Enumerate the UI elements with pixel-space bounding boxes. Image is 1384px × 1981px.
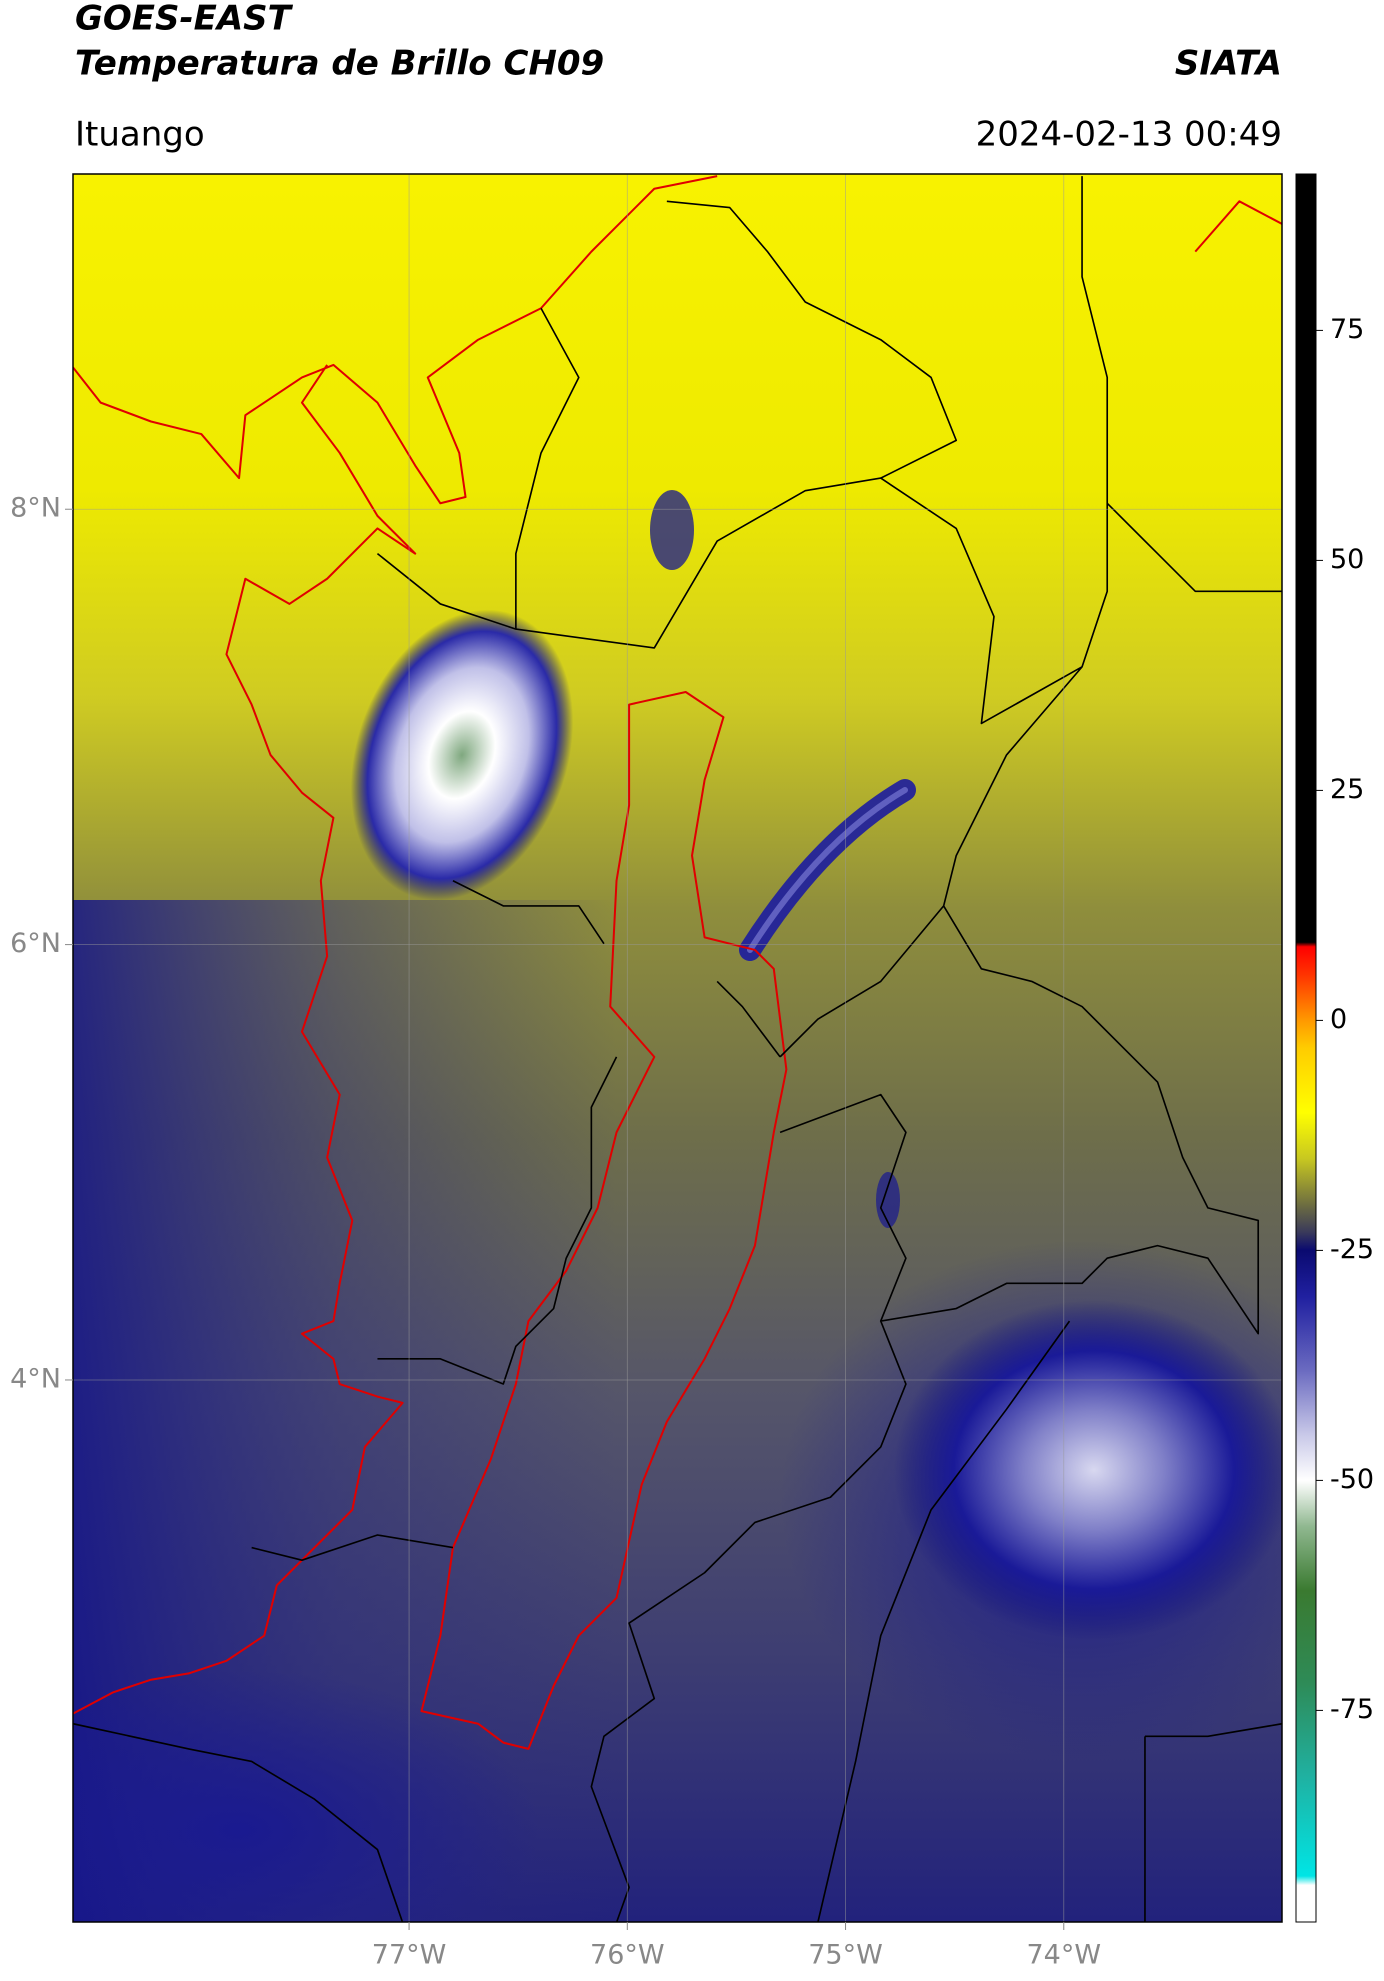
lat-tick-label: 8°N bbox=[10, 493, 61, 524]
colorbar-tick-label: 25 bbox=[1330, 774, 1364, 805]
department-border bbox=[420, 691, 788, 1750]
lon-tick-label: 74°W bbox=[1026, 1940, 1101, 1971]
map-frame bbox=[72, 173, 1283, 1923]
datetime: 2024-02-13 00:49 bbox=[976, 115, 1282, 155]
colorbar-tick-label: 75 bbox=[1330, 314, 1364, 345]
storm-cloud bbox=[894, 1300, 1282, 1640]
graticule bbox=[73, 174, 1282, 1922]
colorbar bbox=[1295, 173, 1317, 1923]
lat-tick-label: 6°N bbox=[10, 928, 61, 959]
cloud-area bbox=[73, 1670, 540, 1922]
cloud-area bbox=[876, 1172, 900, 1228]
lon-tick-label: 77°W bbox=[372, 1940, 447, 1971]
colorbar-tick-label: 50 bbox=[1330, 544, 1364, 575]
coastline bbox=[73, 175, 1282, 1715]
cloud-streak bbox=[747, 787, 908, 953]
cloud-area bbox=[650, 490, 694, 570]
colorbar-tick-label: 0 bbox=[1330, 1004, 1347, 1035]
colorbar-tick-label: -50 bbox=[1330, 1464, 1374, 1495]
colorbar-tick-label: -25 bbox=[1330, 1234, 1374, 1265]
location: Ituango bbox=[75, 115, 205, 155]
storm-cloud bbox=[350, 609, 574, 901]
map-image bbox=[73, 174, 1282, 1922]
lat-tick-label: 4°N bbox=[10, 1363, 61, 1394]
subtitle: Temperatura de Brillo CH09 bbox=[75, 44, 604, 84]
colorbar-tick-label: -75 bbox=[1330, 1694, 1374, 1725]
lon-tick-label: 76°W bbox=[590, 1940, 665, 1971]
title: GOES-EAST bbox=[75, 0, 294, 39]
department-border bbox=[73, 176, 1282, 1922]
source: SIATA bbox=[1175, 44, 1282, 84]
lon-tick-label: 75°W bbox=[808, 1940, 883, 1971]
